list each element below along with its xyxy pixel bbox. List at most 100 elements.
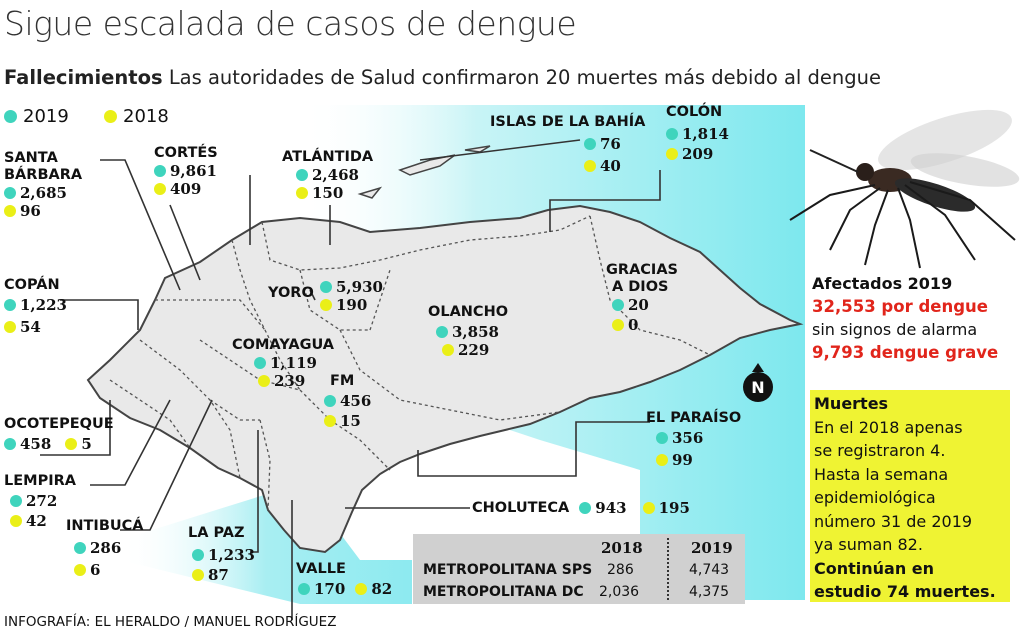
dept-islas-values: 76 40 <box>584 135 621 175</box>
value-2019: 2,468 <box>296 166 373 184</box>
leader-lines <box>40 139 661 620</box>
value-2018-text: 0 <box>628 316 639 334</box>
dept-intibuca: INTIBUCÁ 286 6 <box>66 518 144 579</box>
value-2018-text: 229 <box>458 341 490 359</box>
subtitle-text: Las autoridades de Salud confirmaron 20 … <box>168 66 882 89</box>
dot-2019 <box>666 128 678 140</box>
deaths-line: ya suman 82. <box>814 535 923 554</box>
deaths-line: número 31 de 2019 <box>814 511 973 531</box>
value-2018: 409 <box>154 180 218 198</box>
dot-2018 <box>74 564 86 576</box>
legend-2018-dot <box>104 110 117 123</box>
value-2019: 20 <box>612 296 678 314</box>
dot-2019 <box>320 281 332 293</box>
subtitle: Fallecimientos Las autoridades de Salud … <box>4 66 881 89</box>
value-2018: 15 <box>324 412 371 430</box>
dot-2019 <box>4 187 16 199</box>
value-2018-text: 40 <box>600 157 621 175</box>
dot-2019 <box>192 549 204 561</box>
dot-2018 <box>10 515 22 527</box>
dot-2018 <box>656 454 668 466</box>
value-2018: 96 <box>4 202 82 220</box>
dept-gracias-a-dios: GRACIAS A DIOS 20 0 <box>606 262 678 334</box>
deaths-bold-line: estudio 74 muertes. <box>814 582 996 601</box>
dot-2018 <box>584 160 596 172</box>
dot-2019 <box>612 299 624 311</box>
compass-label: N <box>751 378 764 397</box>
value-2019: 3,858 <box>436 323 508 341</box>
value-2019: 5,930 <box>320 278 383 296</box>
dept-olancho: OLANCHO 3,858 229 <box>428 304 508 359</box>
deaths-line: Hasta la semana <box>814 464 949 484</box>
value-2019: 1,119 <box>254 354 334 372</box>
dot-2018 <box>65 438 78 450</box>
dept-lempira: LEMPIRA 272 42 <box>4 473 76 530</box>
credit: INFOGRAFÍA: EL HERALDO / MANUEL RODRÍGUE… <box>4 614 337 630</box>
value-2018: 0 <box>612 316 678 334</box>
value-2019-text: 170 <box>314 580 346 598</box>
value-2019: 272 <box>10 492 76 510</box>
value-2019-text: 5,930 <box>336 278 383 296</box>
deaths-box: Muertes En el 2018 apenas se registraron… <box>810 390 1010 602</box>
dot-2018 <box>324 415 336 427</box>
metro-table: 2018 2019 METROPOLITANA SPS 286 4,743 ME… <box>413 534 745 604</box>
affected-dengue-count: 32,553 por dengue <box>812 297 988 316</box>
affected-panel: Afectados 2019 32,553 por dengue sin sig… <box>812 272 998 364</box>
dot-2018 <box>666 148 678 160</box>
metro-row-2019: 4,743 <box>689 562 730 578</box>
dept-name: LA PAZ <box>188 525 245 541</box>
value-2019: 1,223 <box>4 296 67 314</box>
value-2019: 170 <box>298 580 345 598</box>
value-2019: 2,685 <box>4 184 82 202</box>
value-2019-text: 286 <box>90 539 122 557</box>
metro-row-2018: 2,036 <box>599 584 640 600</box>
value-2018-text: 195 <box>658 499 690 517</box>
dept-colon: COLÓN 1,814 209 <box>666 104 729 163</box>
dot-2019 <box>74 542 86 554</box>
legend-2018-label: 2018 <box>123 106 169 127</box>
value-2018: 190 <box>320 296 383 314</box>
dot-2018 <box>612 319 624 331</box>
bay-islands <box>357 145 491 199</box>
value-2018-text: 190 <box>336 296 368 314</box>
value-2018: 239 <box>258 372 334 390</box>
dept-name: A DIOS <box>612 279 669 295</box>
deaths-heading: Muertes <box>814 394 889 413</box>
dot-2018 <box>4 321 16 333</box>
dot-2019 <box>296 169 308 181</box>
dept-copan: COPÁN 1,223 54 <box>4 277 67 336</box>
dept-comayagua: COMAYAGUA 1,119 239 <box>232 337 334 390</box>
value-2019: 456 <box>324 392 371 410</box>
dot-2019 <box>656 432 668 444</box>
metro-divider <box>667 538 669 600</box>
value-2018-text: 239 <box>274 372 306 390</box>
metro-row-2018: 286 <box>607 562 634 578</box>
value-2018-text: 99 <box>672 451 693 469</box>
dept-name: INTIBUCÁ <box>66 518 144 534</box>
dept-name: FM <box>330 373 355 389</box>
dept-name: CHOLUTECA <box>472 499 570 516</box>
dot-2019 <box>154 165 166 177</box>
affected-heading: Afectados 2019 <box>812 274 953 293</box>
dot-2019 <box>324 395 336 407</box>
mosquito-icon <box>789 109 1020 269</box>
value-2018: 54 <box>4 318 67 336</box>
value-2019-text: 20 <box>628 296 649 314</box>
dept-name: YORO <box>268 285 314 301</box>
affected-no-alarm: sin signos de alarma <box>812 320 978 339</box>
value-2018-text: 5 <box>81 435 92 453</box>
value-2018-text: 42 <box>26 512 47 530</box>
affected-severe: 9,793 dengue grave <box>812 343 999 362</box>
dept-ocotepeque: OCOTEPEQUE 458 5 <box>4 416 114 453</box>
value-2019-text: 456 <box>340 392 372 410</box>
metro-row-name: METROPOLITANA DC <box>423 584 584 600</box>
page-title: Sigue escalada de casos de dengue <box>4 4 577 43</box>
legend-2018: 2018 <box>104 106 169 127</box>
value-2018-text: 54 <box>20 318 41 336</box>
dot-2018 <box>642 502 655 514</box>
dot-2019 <box>436 326 448 338</box>
dept-name: ISLAS DE LA BAHÍA <box>490 114 646 130</box>
deaths-line: se registraron 4. <box>814 441 946 460</box>
dept-name: LEMPIRA <box>4 473 76 489</box>
dept-valle: VALLE 170 82 <box>296 561 392 598</box>
